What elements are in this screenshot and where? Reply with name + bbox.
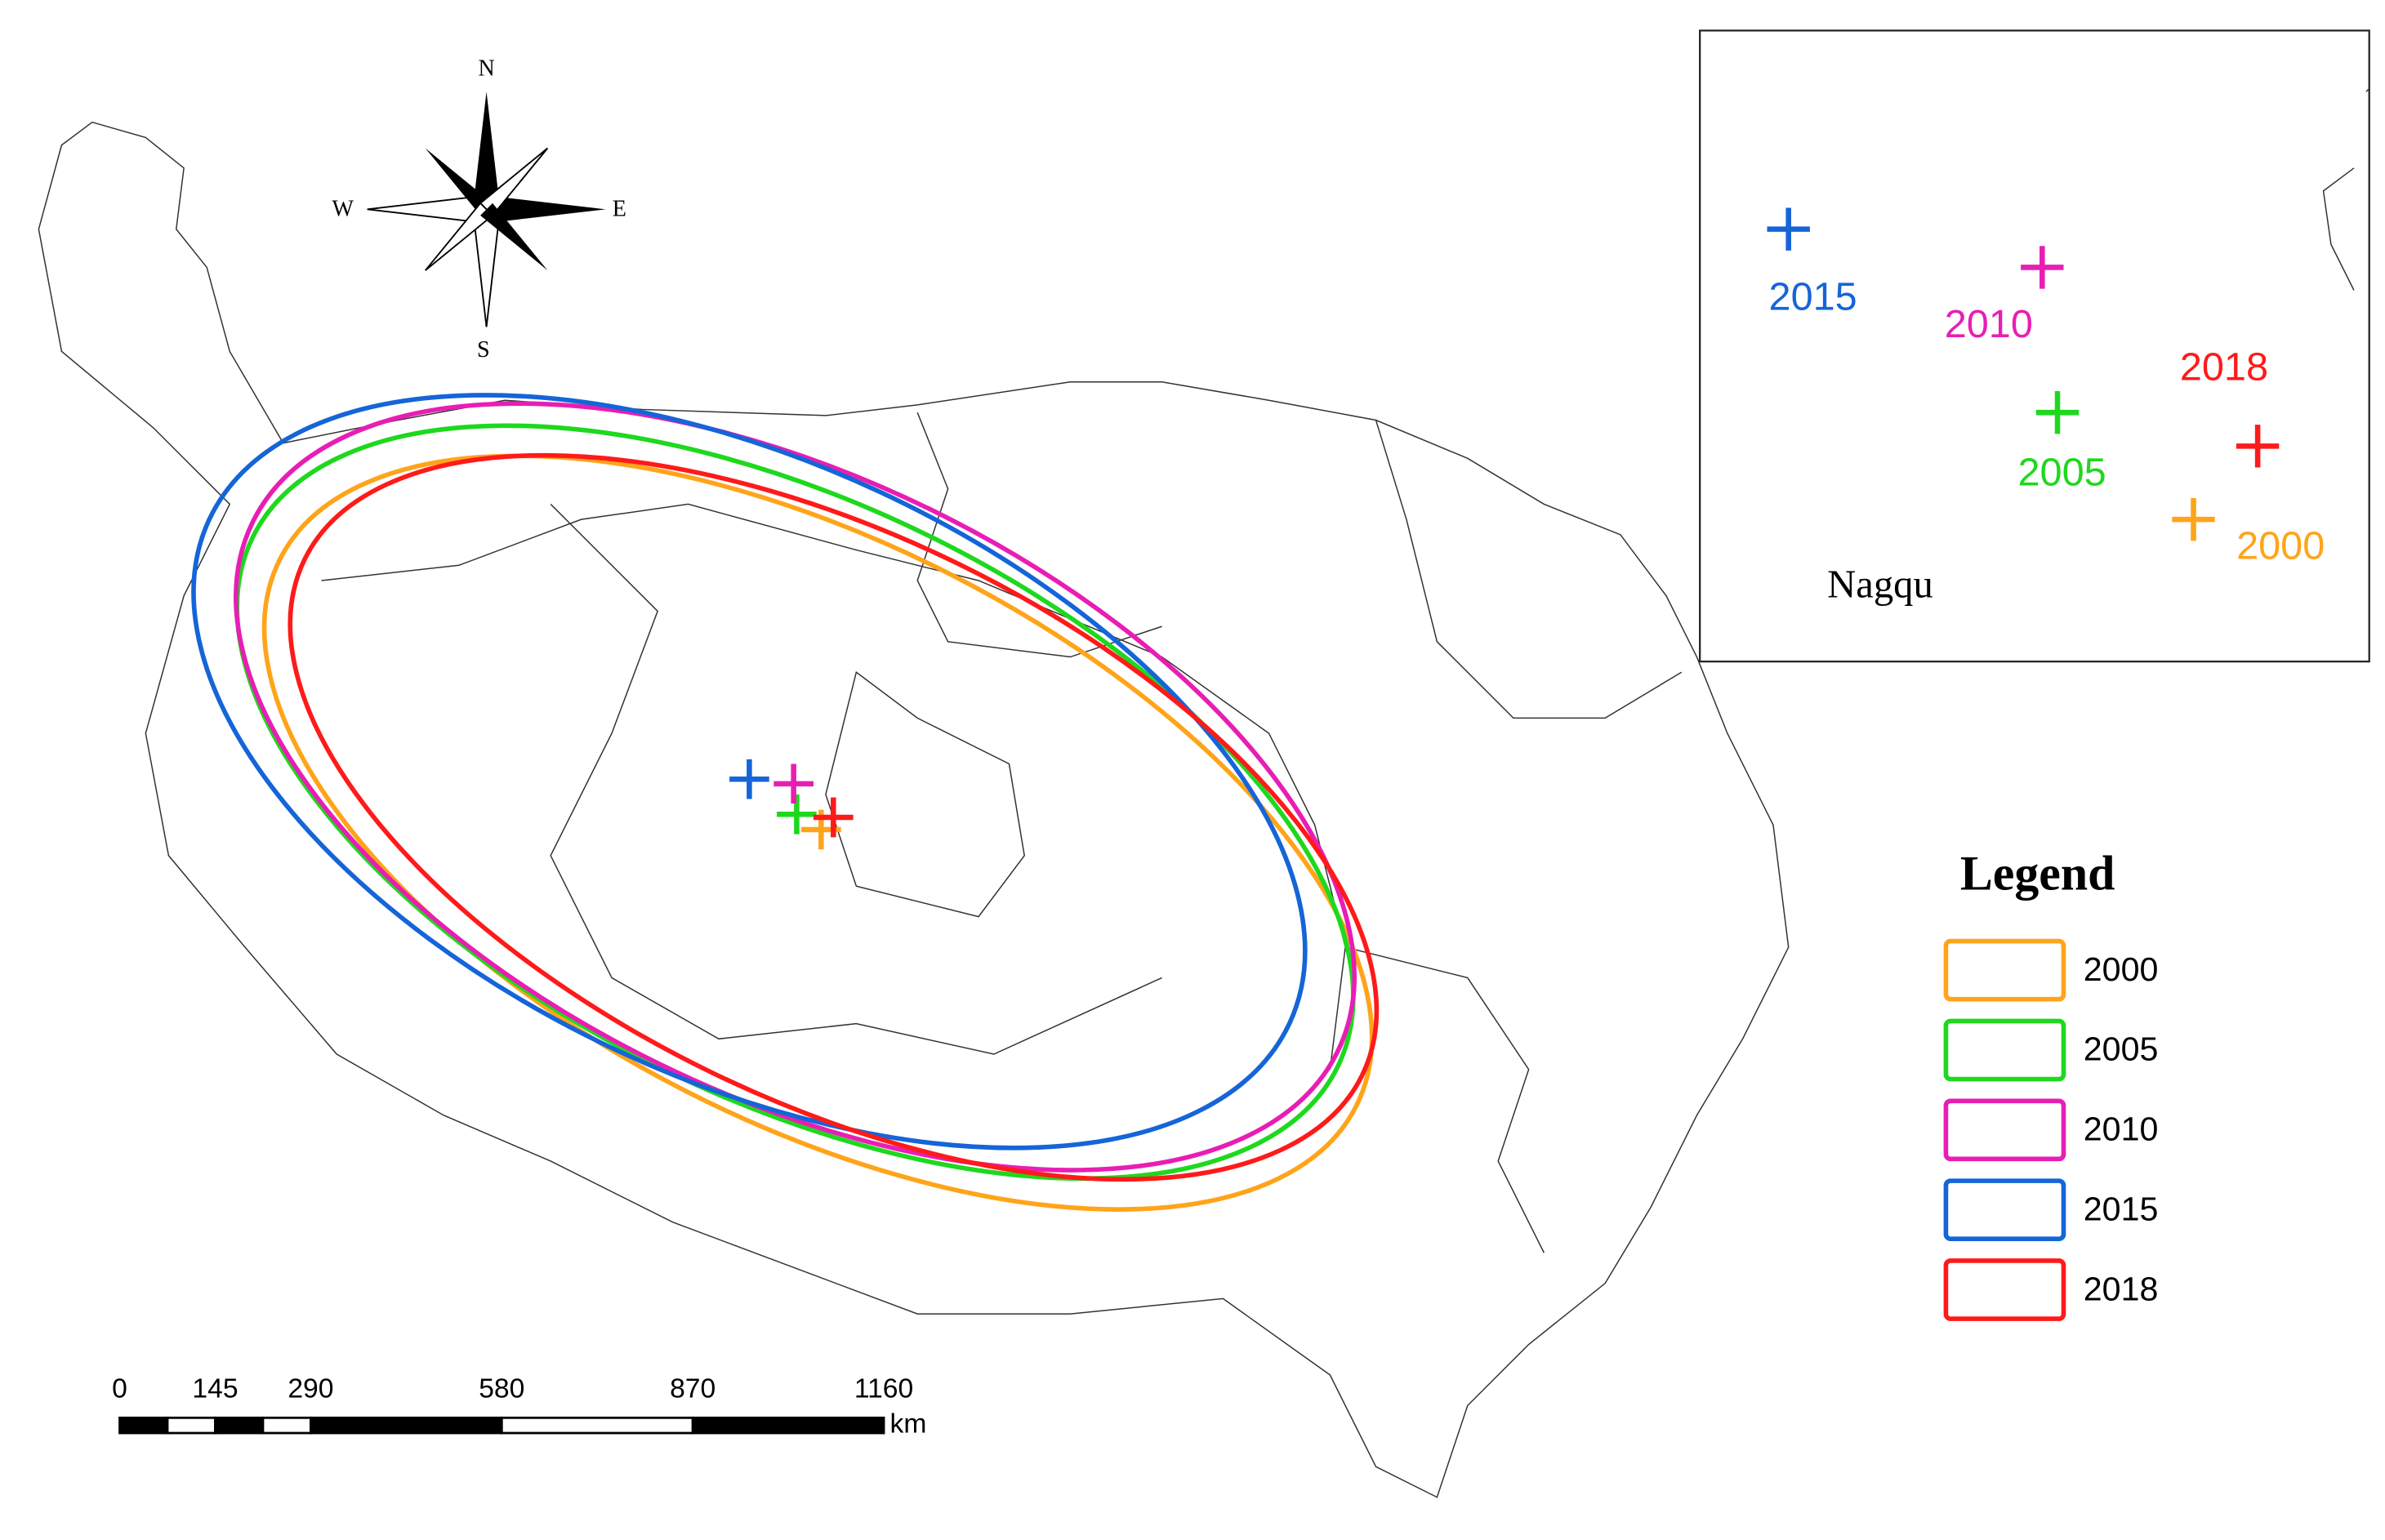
boundary xyxy=(825,670,1025,918)
scale-unit: km xyxy=(890,1409,927,1440)
legend-swatch xyxy=(1943,1178,2066,1242)
legend-swatch xyxy=(1943,1258,2066,1321)
legend-label: 2000 xyxy=(2084,950,2159,988)
legend-swatch xyxy=(1943,938,2066,1002)
inset-label: 2000 xyxy=(2236,524,2325,568)
center-cross xyxy=(2172,497,2215,541)
center-cross xyxy=(2236,425,2280,468)
scale-label: 0 xyxy=(112,1374,127,1404)
deviation-ellipse xyxy=(234,401,1357,1173)
legend-label: 2015 xyxy=(2084,1190,2159,1227)
scale-segment xyxy=(691,1416,885,1435)
center-cross xyxy=(773,763,814,804)
legend: 2000 2005 2010 2015 2018 xyxy=(1943,938,2159,1321)
boundary xyxy=(550,503,1162,1055)
legend-label: 2005 xyxy=(2084,1030,2159,1068)
compass-point xyxy=(425,148,493,216)
legend-swatch xyxy=(1943,1018,2066,1082)
scale-segment xyxy=(310,1416,503,1435)
plateau-outline xyxy=(38,121,1790,1498)
center-cross xyxy=(2021,246,2064,289)
boundary xyxy=(321,503,1346,1070)
scale-segment xyxy=(500,1416,694,1435)
scale-label: 1160 xyxy=(854,1374,913,1404)
legend-label: 2018 xyxy=(2084,1270,2159,1307)
compass-label: S xyxy=(477,337,490,363)
scale-segment xyxy=(166,1416,216,1435)
compass-point xyxy=(480,203,548,271)
inset-label: 2018 xyxy=(2180,345,2268,389)
legend-title: Legend xyxy=(1960,847,2115,901)
legend-label: 2010 xyxy=(2084,1110,2159,1148)
inset-label: 2010 xyxy=(1945,302,2033,346)
deviation-ellipse xyxy=(191,393,1308,1151)
scale-label: 145 xyxy=(192,1374,238,1404)
compass-point xyxy=(474,91,499,210)
inset: 2015 2010 2018 2005 2000 xyxy=(1767,207,2325,568)
scale-bar: 0 145 290 580 870 1160 km xyxy=(112,1374,926,1440)
legend-swatch xyxy=(1943,1098,2066,1162)
center-cross xyxy=(2035,390,2080,434)
compass-label: W xyxy=(332,197,354,222)
inset-label: 2005 xyxy=(2018,451,2106,495)
compass-label: E xyxy=(613,197,626,222)
boundary xyxy=(916,412,1162,658)
boundary xyxy=(1344,946,1545,1253)
deviation-ellipse xyxy=(288,452,1380,1182)
center-cross xyxy=(1767,207,1810,251)
base-map xyxy=(38,30,2370,1498)
scale-segment xyxy=(214,1416,265,1435)
center-cross xyxy=(813,797,854,838)
ellipses xyxy=(191,393,1380,1212)
scale-label: 580 xyxy=(479,1374,524,1404)
center-cross xyxy=(729,759,769,799)
inset-boundary xyxy=(2322,87,2370,291)
inset-frame xyxy=(1699,29,2370,663)
deviation-ellipse xyxy=(261,453,1375,1212)
center-cross xyxy=(777,794,817,835)
scale-label: 870 xyxy=(670,1374,716,1404)
boundary xyxy=(1375,420,1683,719)
scale-segment xyxy=(118,1416,169,1435)
compass: N S W E xyxy=(332,56,626,363)
scale-segment xyxy=(261,1416,312,1435)
scale-label: 290 xyxy=(288,1374,333,1404)
inset-label: 2015 xyxy=(1769,275,1857,319)
compass-label: N xyxy=(478,56,494,82)
inset-place: Nagqu xyxy=(1827,563,1933,607)
compass-point xyxy=(486,197,606,222)
